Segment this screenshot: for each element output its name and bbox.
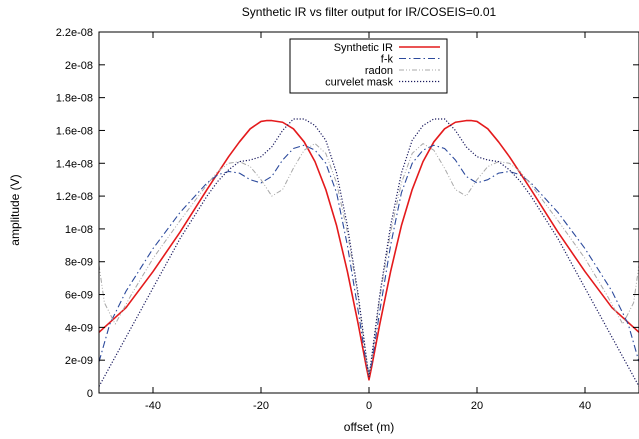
y-tick-label: 1.6e-08 [56,125,93,137]
y-axis-title: amplitude (V) [8,174,22,245]
legend-label: radon [365,65,393,77]
x-tick-label: 0 [366,400,372,412]
legend-box [289,38,448,94]
y-tick-label: 8e-09 [65,257,93,269]
y-tick-label: 1e-08 [65,224,93,236]
y-tick-label: 1.2e-08 [56,191,93,203]
x-tick-label: 20 [471,400,483,412]
series-line-2 [99,143,639,378]
series-line-1 [99,144,639,374]
plot-area [99,118,639,387]
chart-title: Synthetic IR vs filter output for IR/COS… [242,5,497,19]
x-axis-title: offset (m) [344,420,394,434]
series-line-3 [99,118,639,387]
y-tick-label: 1.8e-08 [56,93,93,105]
x-tick-label: -20 [253,400,269,412]
legend-label: f-k [381,54,394,66]
y-tick-label: 2.2e-08 [56,27,93,39]
y-tick-label: 4e-09 [65,322,93,334]
y-tick-label: 2e-08 [65,60,93,72]
legend-label: Synthetic IR [334,42,393,54]
x-tick-label: 40 [579,400,591,412]
y-tick-label: 6e-09 [65,290,93,302]
y-tick-label: 1.4e-08 [56,158,93,170]
x-tick-label: -40 [145,400,161,412]
axes: -40 -20 0 20 40 0 2e-09 4e-09 6e-09 8e-09 1e-08 1.2… [56,27,639,412]
series-line-0 [99,119,639,381]
y-tick-label: 0 [87,388,93,400]
y-tick-label: 2e-09 [65,355,93,367]
legend-label: curvelet mask [325,77,393,89]
